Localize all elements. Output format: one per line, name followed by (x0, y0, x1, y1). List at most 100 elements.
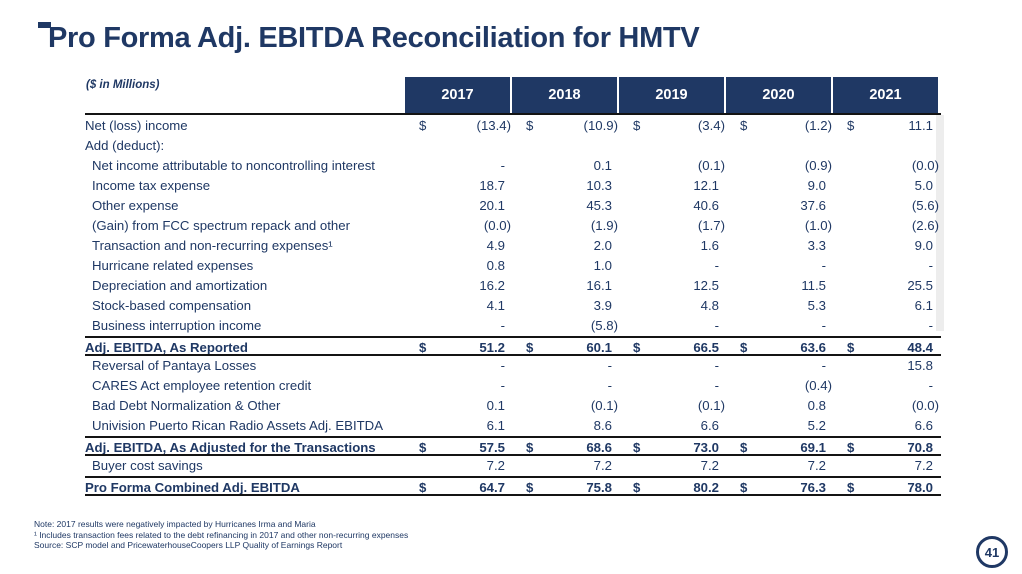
value-cell (405, 136, 512, 156)
page-number-badge: 41 (976, 536, 1008, 568)
cell-value: (1.0) (804, 218, 832, 233)
cell-value: 9.0 (807, 178, 826, 193)
dollar-sign (833, 316, 847, 336)
table-row: Business interruption income - (5.8) - - - (85, 316, 941, 336)
dollar-sign: $ (740, 440, 748, 455)
table-row: Buyer cost savings 7.2 7.2 7.2 7.2 7.2 (85, 456, 941, 476)
value-cell: $57.5 (405, 438, 512, 455)
dollar-sign (405, 196, 419, 216)
value-cell (512, 136, 619, 156)
value-cell: - (405, 356, 512, 376)
value-cell: 1.0 (512, 256, 619, 276)
cell-value: 11.1 (908, 118, 933, 133)
dollar-sign (726, 216, 740, 236)
value-cell: 45.3 (512, 196, 619, 216)
cell-value: 5.2 (807, 418, 826, 433)
value-cell: $ (3.4) (619, 116, 726, 136)
cell-value: - (928, 318, 933, 333)
cell-value: 7.2 (700, 458, 719, 473)
dollar-sign (726, 376, 740, 396)
value-cell: $51.2 (405, 338, 512, 355)
value-cell: $76.3 (726, 478, 833, 495)
value-cell: 6.6 (619, 416, 726, 436)
value-cell: 7.2 (833, 456, 940, 476)
row-label: Adj. EBITDA, As Reported (85, 340, 248, 354)
dollar-sign (726, 396, 740, 416)
dollar-sign (619, 216, 633, 236)
cell-value: (5.6) (911, 198, 939, 213)
row-label: Add (deduct): (85, 138, 165, 153)
dollar-sign (619, 236, 633, 256)
value-cell: $80.2 (619, 478, 726, 495)
cell-value: - (714, 318, 719, 333)
dollar-sign (512, 176, 526, 196)
dollar-sign (833, 376, 847, 396)
value-cell: 5.0 (833, 176, 940, 196)
row-label: Income tax expense (92, 178, 211, 193)
dollar-sign (512, 276, 526, 296)
dollar-sign (405, 256, 419, 276)
dollar-sign (619, 176, 633, 196)
row-label: (Gain) from FCC spectrum repack and othe… (92, 218, 350, 233)
table-row: Pro Forma Combined Adj. EBITDA $64.7 $75.8… (85, 476, 941, 496)
value-cell: - (833, 256, 940, 276)
dollar-sign (619, 316, 633, 336)
value-cell: $63.6 (726, 338, 833, 355)
dollar-sign (619, 156, 633, 176)
cell-value (719, 136, 726, 156)
value-cell: - (726, 356, 833, 376)
dollar-sign: $ (633, 118, 641, 133)
row-label: Depreciation and amortization (92, 278, 268, 293)
cell-value: - (821, 358, 826, 373)
cell-value: (13.4) (476, 118, 511, 133)
cell-value: 40.6 (693, 198, 719, 213)
cell-value: - (928, 378, 933, 393)
cell-value: 16.1 (586, 278, 612, 293)
row-label: Buyer cost savings (92, 458, 203, 473)
cell-value: (0.0) (911, 398, 939, 413)
value-cell: - (833, 316, 940, 336)
cell-value: 68.6 (586, 440, 612, 455)
cell-value: 7.2 (807, 458, 826, 473)
value-cell: (0.1) (619, 396, 726, 416)
cell-value: 15.8 (907, 358, 933, 373)
value-cell: (0.0) (833, 156, 940, 176)
value-cell: $60.1 (512, 338, 619, 355)
cell-value: (0.1) (590, 398, 618, 413)
value-cell: (0.9) (726, 156, 833, 176)
value-cell: 5.2 (726, 416, 833, 436)
value-cell: $66.5 (619, 338, 726, 355)
cell-value: (0.1) (697, 158, 725, 173)
value-cell: 0.1 (512, 156, 619, 176)
value-cell: (0.1) (512, 396, 619, 416)
dollar-sign: $ (526, 440, 534, 455)
cell-value: 6.1 (914, 298, 933, 313)
cell-value: 7.2 (914, 458, 933, 473)
dollar-sign (619, 136, 633, 156)
table-row: Adj. EBITDA, As Adjusted for the Transac… (85, 436, 941, 456)
value-cell: (1.9) (512, 216, 619, 236)
value-cell: $73.0 (619, 438, 726, 455)
value-cell (833, 136, 940, 156)
dollar-sign (512, 456, 526, 476)
value-cell: 40.6 (619, 196, 726, 216)
value-cell: 15.8 (833, 356, 940, 376)
cell-value: 6.6 (700, 418, 719, 433)
value-cell: 7.2 (512, 456, 619, 476)
cell-value: (1.2) (804, 118, 832, 133)
dollar-sign: $ (526, 340, 534, 355)
row-label: Bad Debt Normalization & Other (92, 398, 281, 413)
value-cell: (0.0) (833, 396, 940, 416)
dollar-sign (405, 356, 419, 376)
dollar-sign (512, 216, 526, 236)
cell-value: (0.4) (804, 378, 832, 393)
footnote-source: Source: SCP model and PricewaterhouseCoo… (34, 540, 343, 550)
table-row: Transaction and non-recurring expenses¹ 4… (85, 236, 941, 256)
cell-value: (10.9) (583, 118, 618, 133)
row-label: CARES Act employee retention credit (92, 378, 312, 393)
cell-value: 76.3 (800, 480, 826, 495)
dollar-sign (619, 456, 633, 476)
cell-value: (3.4) (697, 118, 725, 133)
table-row: Depreciation and amortization 16.2 16.1 12.… (85, 276, 941, 296)
value-cell: 4.1 (405, 296, 512, 316)
